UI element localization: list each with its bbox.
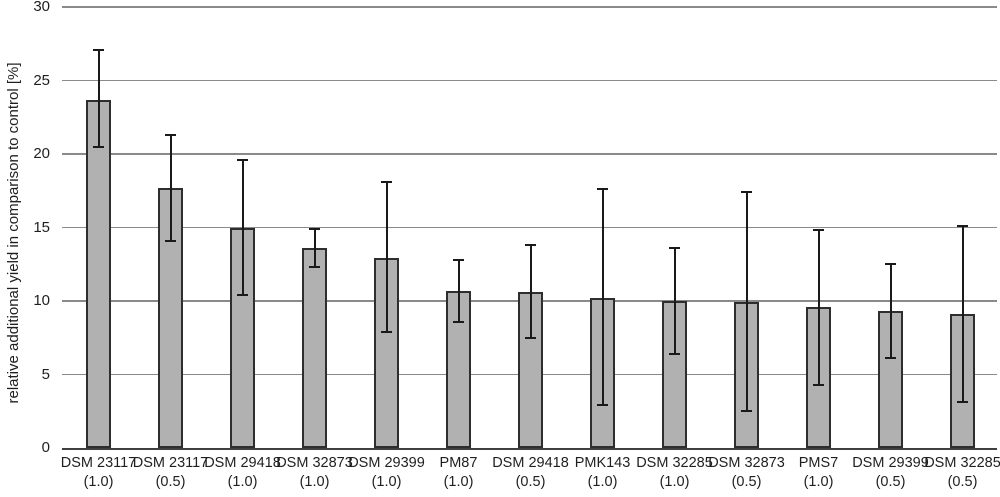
x-tick-label-dose: (1.0) (227, 474, 258, 490)
error-bar-cap-top (93, 48, 104, 51)
y-tick-label: 15 (33, 218, 50, 236)
bar (302, 248, 327, 448)
x-axis-line (62, 447, 997, 450)
x-tick-label-dose: (1.0) (371, 474, 402, 490)
bar (446, 290, 471, 448)
x-tick-label-name: DSM 29418 (492, 455, 569, 471)
x-tick-label: DSM 32873 (1.0) (276, 454, 354, 492)
error-bar-cap-top (165, 133, 176, 136)
x-tick-label-name: DSM 32285 (924, 455, 1000, 471)
y-tick-label: 20 (33, 145, 50, 162)
error-bar-cap-bottom (93, 145, 104, 148)
x-tick-label: DSM 29399 (0.5) (852, 454, 930, 492)
error-bar-cap-bottom (669, 352, 680, 355)
error-bar-line (241, 159, 244, 296)
error-bar-line (313, 228, 316, 268)
error-bar-cap-bottom (741, 410, 752, 413)
x-tick-label-dose: (0.5) (947, 474, 978, 490)
error-bar-line (817, 230, 820, 385)
x-tick-label: DSM 32285 (1.0) (636, 454, 714, 492)
gridline (62, 226, 997, 229)
x-tick-label-name: PMS7 (798, 455, 839, 471)
x-tick-label: PMK143 (1.0) (564, 454, 642, 492)
x-tick-label: DSM 29418 (0.5) (492, 454, 570, 492)
error-bar-cap-top (813, 229, 824, 232)
error-bar-cap-top (741, 191, 752, 194)
x-tick-label-name: DSM 23117 (132, 455, 209, 471)
x-tick-label-name: DSM 29399 (348, 455, 425, 471)
error-bar-cap-bottom (597, 404, 608, 407)
error-bar-cap-bottom (237, 294, 248, 297)
x-tick-label-name: DSM 29418 (204, 455, 281, 471)
x-tick-label: DSM 23117 (0.5) (132, 454, 210, 492)
x-tick-label-name: PM87 (439, 455, 478, 471)
error-bar-cap-bottom (309, 266, 320, 269)
error-bar-cap-bottom (525, 336, 536, 339)
y-tick-label: 30 (33, 0, 50, 15)
y-tick-label: 5 (41, 365, 50, 383)
x-tick-label-dose: (0.5) (731, 474, 762, 490)
x-tick-label-name: DSM 32873 (708, 455, 785, 471)
error-bar-cap-top (525, 244, 536, 247)
x-tick-label: DSM 29418 (1.0) (204, 454, 282, 492)
x-tick-label: DSM 32873 (0.5) (708, 454, 786, 492)
error-bar-line (673, 248, 676, 354)
y-tick-label: 10 (33, 292, 50, 309)
x-tick-label-name: PMK143 (574, 455, 631, 471)
error-bar-cap-top (381, 180, 392, 183)
error-bar-cap-top (885, 263, 896, 266)
x-tick-label-dose: (1.0) (83, 474, 114, 490)
x-tick-label-dose: (0.5) (875, 474, 906, 490)
y-tick-label: 25 (33, 71, 50, 89)
gridline (62, 6, 997, 8)
error-bar-cap-bottom (165, 239, 176, 242)
y-tick-label: 0 (41, 439, 50, 456)
error-bar-cap-bottom (381, 330, 392, 333)
error-bar-cap-top (669, 247, 680, 250)
error-bar-cap-top (957, 225, 968, 228)
error-bar-cap-top (237, 158, 248, 161)
bar (86, 99, 111, 448)
x-tick-label-name: DSM 29399 (852, 455, 929, 471)
x-tick-label: DSM 29399 (1.0) (348, 454, 426, 492)
x-tick-label-dose: (1.0) (443, 474, 474, 490)
error-bar-line (97, 49, 100, 147)
x-tick-label-dose: (0.5) (155, 474, 186, 490)
x-tick-label-name: DSM 32285 (636, 455, 713, 471)
x-tick-label-dose: (1.0) (659, 474, 690, 490)
x-tick-label-name: DSM 32873 (276, 455, 353, 471)
error-bar-line (601, 189, 604, 406)
error-bar-line (961, 226, 964, 403)
error-bar-line (889, 264, 892, 359)
x-tick-label-dose: (1.0) (299, 474, 330, 490)
gridline (62, 153, 997, 155)
bar (374, 258, 399, 448)
x-tick-label-dose: (0.5) (515, 474, 546, 490)
x-tick-label: PMS7 (1.0) (780, 454, 858, 492)
error-bar-cap-top (597, 188, 608, 191)
x-tick-label: PM87 (1.0) (420, 454, 498, 492)
error-bar-line (457, 259, 460, 322)
error-bar-cap-top (309, 227, 320, 230)
x-tick-label-dose: (1.0) (803, 474, 834, 490)
error-bar-line (385, 181, 388, 332)
error-bar-cap-bottom (453, 320, 464, 323)
error-bar-cap-top (453, 258, 464, 261)
x-tick-label: DSM 23117 (1.0) (60, 454, 138, 492)
error-bar-line (169, 134, 172, 241)
error-bar-cap-bottom (813, 383, 824, 386)
error-bar-cap-bottom (885, 357, 896, 360)
gridline (62, 79, 997, 82)
x-tick-label: DSM 32285 (0.5) (924, 454, 1000, 492)
x-tick-label-dose: (1.0) (587, 474, 618, 490)
x-tick-label-name: DSM 23117 (60, 455, 137, 471)
error-bar-line (529, 245, 532, 338)
error-bar-line (745, 192, 748, 412)
error-bar-cap-bottom (957, 401, 968, 404)
